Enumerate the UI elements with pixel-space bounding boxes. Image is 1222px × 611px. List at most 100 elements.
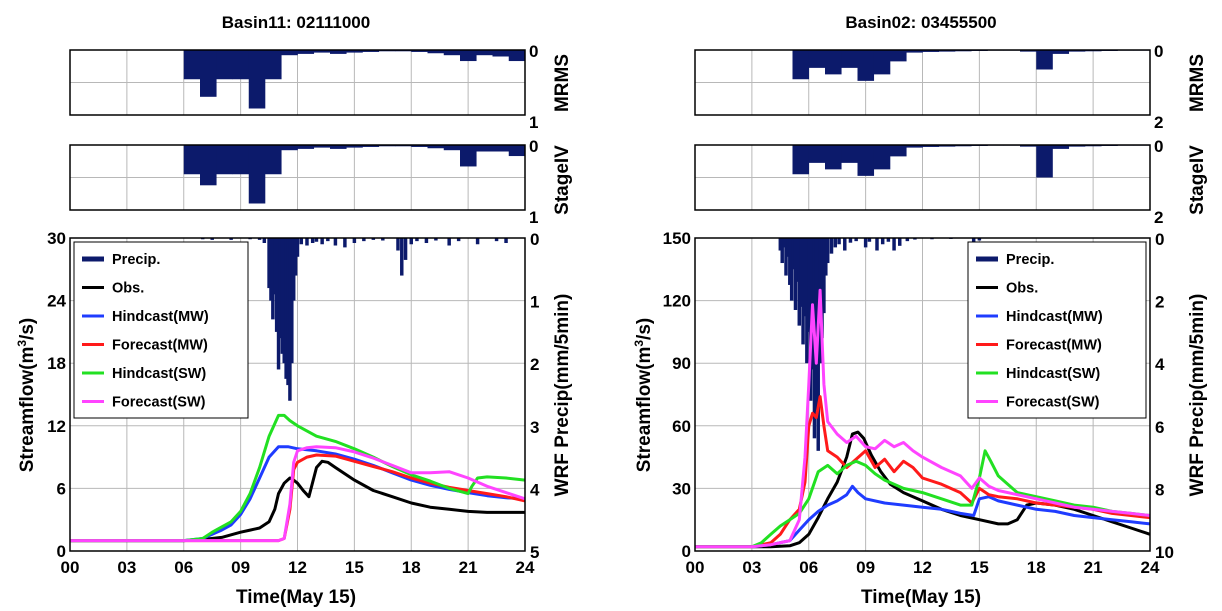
wrf-precip-bar	[352, 238, 357, 244]
precip-bar	[297, 145, 315, 149]
precip-bar	[906, 50, 923, 53]
right-y-tick-label: 2	[1155, 293, 1164, 312]
precip-bar	[1068, 50, 1086, 52]
wrf-precip-bar	[434, 238, 438, 241]
wrf-precip-bar	[801, 238, 805, 345]
precip-bar	[922, 50, 940, 52]
precip-bar	[1052, 50, 1070, 54]
wrf-precip-bar	[456, 238, 461, 242]
precip-bar	[890, 145, 907, 157]
wrf-precip-bar	[797, 238, 802, 326]
precip-bar	[265, 50, 282, 80]
series-line-hindcast-mw	[695, 484, 1151, 549]
wrf-precip-bar	[447, 238, 451, 246]
wrf-precip-bar	[280, 238, 285, 354]
y-tick-label: 30	[672, 479, 691, 498]
legend: Precip. Obs. Hindcast(MW) Forecast(MW) Hindc…	[73, 241, 249, 419]
stageiv-label: StageIV	[552, 145, 573, 215]
precip-bar	[1036, 145, 1053, 178]
precip-bar	[248, 50, 266, 109]
wrf-precip-bar	[820, 238, 824, 339]
wrf-precip-bar	[371, 238, 376, 240]
series-line-forecast-sw	[695, 288, 1151, 549]
wrf-precip-bar	[424, 238, 429, 244]
precip-bar	[792, 50, 810, 80]
precip-bar	[792, 145, 810, 175]
wrf-precip-bar	[262, 238, 267, 244]
main-frame	[69, 237, 526, 552]
wrf-precip-bar	[795, 238, 800, 282]
legend-label-forecast-mw: Forecast(MW)	[112, 338, 208, 354]
wrf-precip-bar	[273, 238, 277, 295]
stageiv-label: StageIV	[1187, 145, 1208, 215]
series-line-obs	[70, 459, 525, 543]
precip-bar	[890, 50, 907, 62]
wrf-precip-bar	[784, 238, 788, 276]
precip-bar	[841, 145, 858, 163]
wrf-precip-bar	[791, 238, 796, 270]
y-tick-label: 24	[47, 292, 66, 311]
y-axis-label: Streamflow(m3/s)	[15, 318, 38, 473]
right-y-axis-label: WRF Precip(mm/5min)	[552, 294, 573, 497]
y-axis-label: Streamflow(m3/s)	[632, 318, 655, 473]
wrf-precip-bar	[267, 238, 271, 289]
legend-label-obs: Obs.	[1006, 281, 1038, 297]
precip-bar	[200, 50, 217, 97]
wrf-precip-bar	[786, 238, 790, 257]
legend-label-hindcast-mw: Hindcast(MW)	[112, 309, 209, 325]
precip-bar	[427, 50, 445, 54]
mrms-label: MRMS	[1187, 54, 1208, 112]
wrf-precip-bar	[276, 238, 281, 370]
precip-bar	[232, 145, 250, 175]
wrf-precip-bar	[913, 238, 917, 240]
wrf-precip-bar	[880, 238, 885, 245]
precip-bar	[330, 145, 347, 149]
precip-bar	[508, 145, 526, 157]
wrf-precip-bar	[875, 238, 879, 251]
right-y-tick-label: 10	[1155, 543, 1174, 562]
legend-box	[73, 241, 249, 419]
precip-bar	[922, 145, 940, 147]
wrf-precip-bar	[278, 238, 283, 339]
wrf-precip-bar	[782, 238, 786, 248]
y-tick-label: 60	[672, 417, 691, 436]
wrf-precip-bar	[805, 238, 809, 364]
precip-bar	[281, 50, 298, 56]
precip-bar	[508, 50, 526, 62]
precip-bar	[808, 50, 826, 68]
wrf-precip-bar	[778, 238, 783, 251]
precip-bar	[313, 145, 331, 148]
x-tick-label: 00	[686, 558, 705, 577]
series-line-forecast-mw	[695, 395, 1151, 549]
wrf-precip-bar	[274, 238, 279, 332]
wrf-precip-bar	[829, 238, 834, 254]
precip-bar	[1036, 50, 1053, 70]
precip-bar	[200, 145, 217, 186]
x-tick-label: 18	[402, 558, 421, 577]
panel-tick-label: 0	[529, 42, 538, 61]
panel-tick-label: 1	[529, 113, 538, 132]
precip-bar	[216, 145, 233, 175]
precip-bar	[476, 145, 493, 152]
y-tick-label: 90	[672, 354, 691, 373]
precip-bar	[492, 145, 510, 152]
wrf-precip-bar	[854, 238, 858, 242]
precip-bar	[841, 50, 858, 68]
y-tick-label: 120	[663, 292, 691, 311]
precip-bar	[281, 145, 298, 151]
panel-tick-label: 0	[1154, 137, 1163, 156]
y-tick-label: 12	[47, 417, 66, 436]
wrf-precip-bar	[789, 238, 794, 301]
wrf-precip-bar	[867, 238, 872, 242]
right-y-tick-label: 1	[530, 293, 539, 312]
mrms-label: MRMS	[552, 54, 573, 112]
legend-label-hindcast-mw: Hindcast(MW)	[1006, 309, 1103, 325]
wrf-precip-bar	[971, 238, 976, 244]
wrf-precip-bar	[824, 238, 828, 276]
mrms-panel: 02	[694, 42, 1163, 132]
precip-bar	[362, 50, 380, 52]
legend-box	[967, 241, 1147, 419]
y-tick-label: 18	[47, 354, 66, 373]
